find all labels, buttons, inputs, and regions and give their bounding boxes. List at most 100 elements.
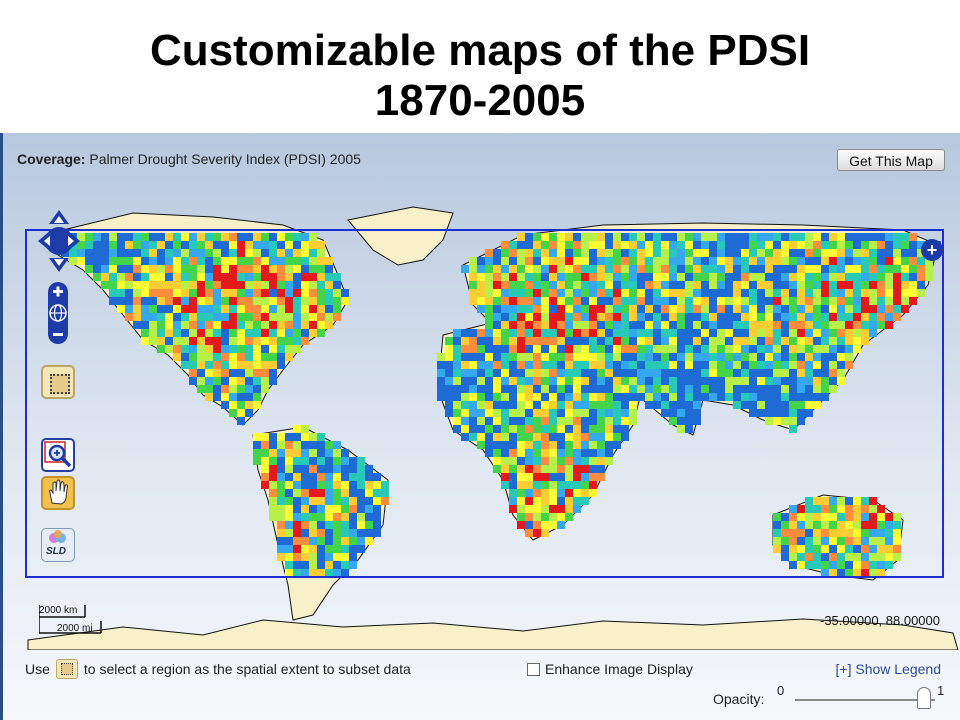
pdsi-cell <box>797 553 805 561</box>
pdsi-cell <box>597 473 605 481</box>
pdsi-cell <box>269 369 277 377</box>
pdsi-cell <box>589 297 597 305</box>
pdsi-cell <box>461 433 469 441</box>
pdsi-cell <box>85 257 93 265</box>
pdsi-cell <box>277 257 285 265</box>
pdsi-cell <box>181 281 189 289</box>
pdsi-cell <box>669 281 677 289</box>
pdsi-cell <box>469 377 477 385</box>
pdsi-cell <box>589 249 597 257</box>
pdsi-cell <box>781 521 789 529</box>
enhance-option[interactable]: Enhance Image Display <box>527 661 693 677</box>
opacity-slider-track[interactable] <box>795 699 935 701</box>
pdsi-cell <box>285 561 293 569</box>
pdsi-cell <box>325 553 333 561</box>
pdsi-cell <box>261 337 269 345</box>
globe-icon[interactable] <box>49 304 67 322</box>
pdsi-cell <box>301 281 309 289</box>
pdsi-cell <box>557 473 565 481</box>
pdsi-cell <box>645 233 653 241</box>
pdsi-cell <box>469 417 477 425</box>
pdsi-cell <box>869 321 877 329</box>
pdsi-cell <box>333 497 341 505</box>
pdsi-cell <box>229 321 237 329</box>
expand-map-icon[interactable]: + <box>921 239 943 261</box>
pdsi-cell <box>325 465 333 473</box>
zoom-out-icon[interactable] <box>53 333 63 336</box>
show-legend-link[interactable]: [+] Show Legend <box>835 661 941 677</box>
pdsi-cell <box>661 297 669 305</box>
pan-arrows-icon[interactable] <box>36 208 82 274</box>
pdsi-cell <box>637 265 645 273</box>
opacity-slider-thumb[interactable] <box>916 687 931 709</box>
pdsi-cell <box>565 481 573 489</box>
pdsi-cell <box>557 417 565 425</box>
pdsi-cell <box>557 449 565 457</box>
pan-control[interactable] <box>36 208 82 274</box>
pdsi-cell <box>557 513 565 521</box>
pdsi-cell <box>645 353 653 361</box>
pdsi-cell <box>549 257 557 265</box>
scale-km: 2000 km <box>39 605 78 616</box>
pdsi-cell <box>685 385 693 393</box>
pdsi-cell <box>677 241 685 249</box>
pdsi-cell <box>765 401 773 409</box>
pdsi-cell <box>565 489 573 497</box>
pdsi-cell <box>821 273 829 281</box>
pdsi-cell <box>805 521 813 529</box>
pdsi-cell <box>525 257 533 265</box>
pdsi-cell <box>741 401 749 409</box>
pdsi-cell <box>621 377 629 385</box>
pdsi-cell <box>877 513 885 521</box>
pdsi-cell <box>205 369 213 377</box>
pdsi-cell <box>517 497 525 505</box>
pdsi-cell <box>325 305 333 313</box>
pdsi-cell <box>613 353 621 361</box>
pdsi-cell <box>789 305 797 313</box>
zoom-box-icon[interactable] <box>41 438 75 472</box>
enhance-checkbox[interactable] <box>527 662 540 676</box>
pdsi-cell <box>541 505 549 513</box>
pdsi-cell <box>333 513 341 521</box>
pdsi-cell <box>285 457 293 465</box>
pdsi-cell <box>517 241 525 249</box>
pdsi-cell <box>789 425 797 433</box>
pdsi-cell <box>285 241 293 249</box>
pdsi-cell <box>293 449 301 457</box>
pdsi-cell <box>861 321 869 329</box>
pdsi-cell <box>837 505 845 513</box>
pdsi-cell <box>685 401 693 409</box>
pdsi-cell <box>797 385 805 393</box>
pdsi-cell <box>677 369 685 377</box>
select-region-icon[interactable] <box>41 365 75 399</box>
pdsi-cell <box>813 353 821 361</box>
pdsi-cell <box>597 449 605 457</box>
pdsi-cell <box>213 305 221 313</box>
map-viewport[interactable] <box>3 195 960 650</box>
pdsi-cell <box>533 497 541 505</box>
pdsi-cell <box>821 569 829 577</box>
pdsi-cell <box>245 249 253 257</box>
pdsi-cell <box>797 337 805 345</box>
pdsi-cell <box>253 233 261 241</box>
pdsi-cell <box>893 297 901 305</box>
pdsi-cell <box>773 249 781 257</box>
hand-pan-icon[interactable] <box>41 476 75 510</box>
pdsi-cell <box>173 265 181 273</box>
pdsi-cell <box>837 529 845 537</box>
pdsi-cell <box>613 345 621 353</box>
pdsi-cell <box>725 393 733 401</box>
pdsi-cell <box>709 321 717 329</box>
sld-button[interactable]: SLD <box>41 528 75 562</box>
pdsi-cell <box>293 497 301 505</box>
zoom-in-icon[interactable] <box>53 286 63 297</box>
pdsi-cell <box>685 289 693 297</box>
pdsi-cell <box>197 321 205 329</box>
pdsi-cell <box>805 257 813 265</box>
get-map-button[interactable]: Get This Map <box>837 149 945 171</box>
pdsi-cell <box>869 553 877 561</box>
pdsi-cell <box>597 369 605 377</box>
pdsi-cell <box>797 329 805 337</box>
pdsi-cell <box>493 369 501 377</box>
pdsi-cell <box>877 569 885 577</box>
